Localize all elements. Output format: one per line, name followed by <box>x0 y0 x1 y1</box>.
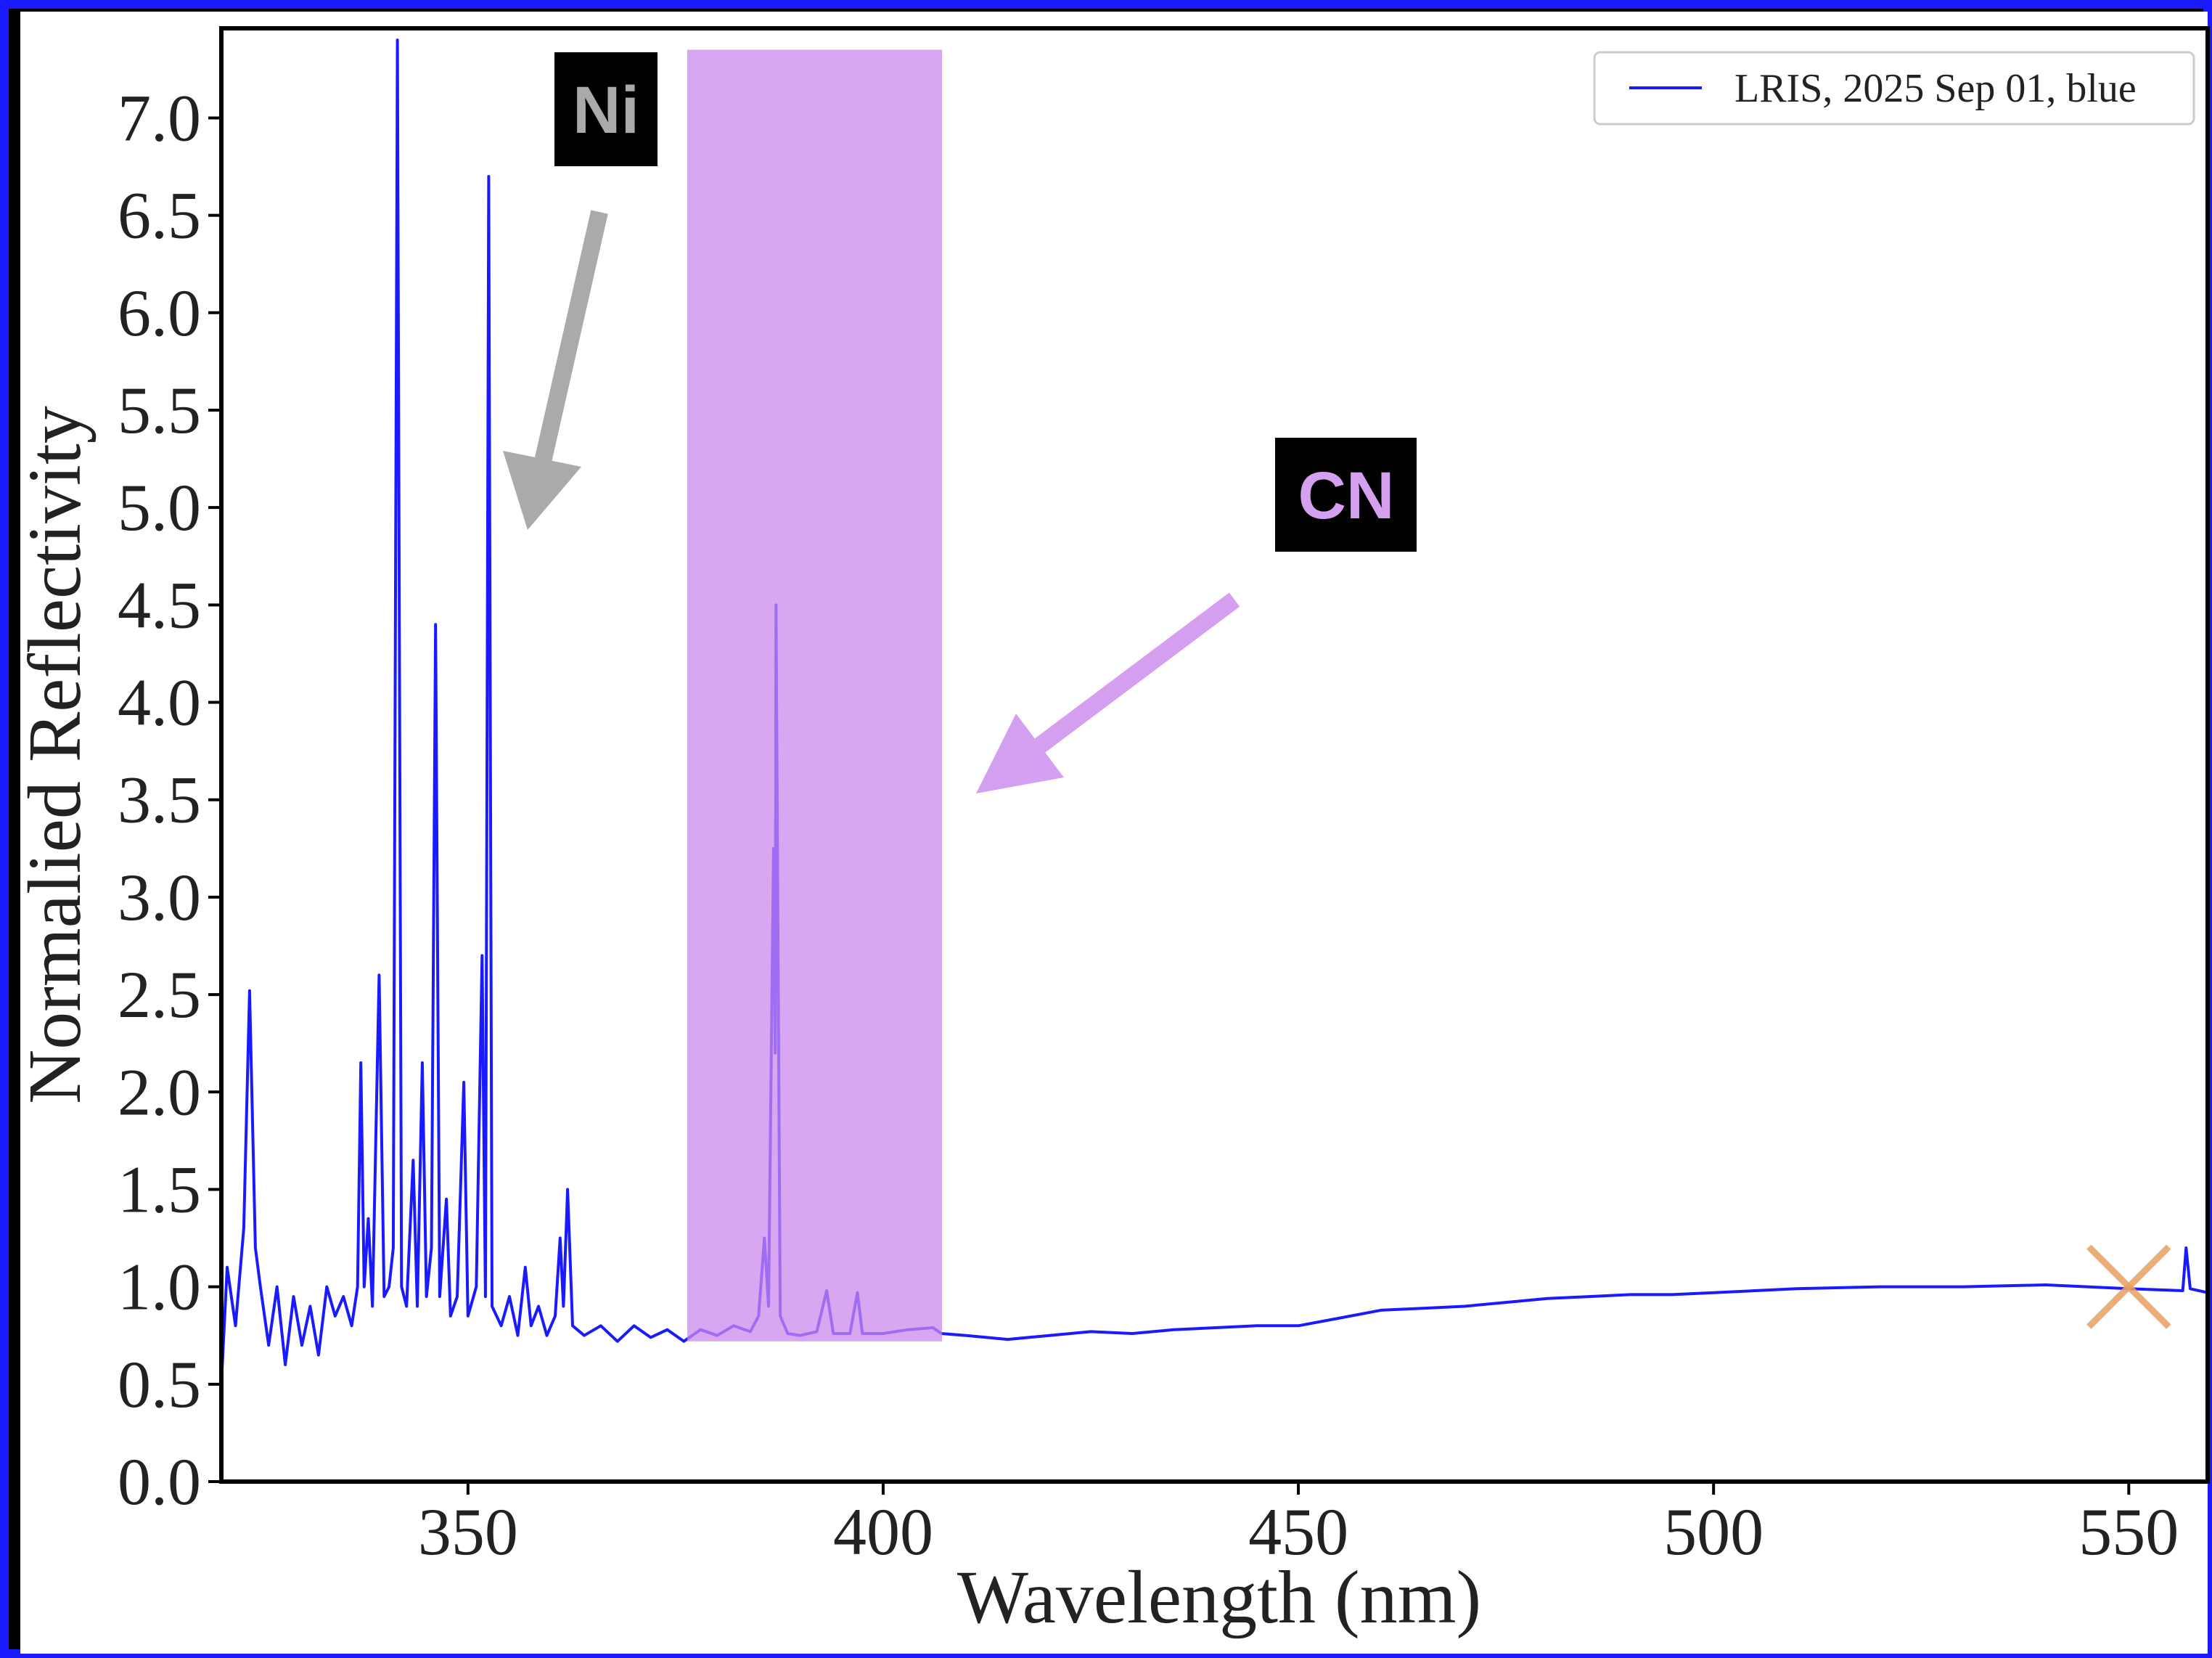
data-line <box>220 38 2208 1384</box>
label-box <box>1275 438 1417 552</box>
x-tick-label: 500 <box>1663 1495 1764 1569</box>
annotation: CN <box>1298 459 1395 533</box>
plot: 0.0 0.5 1.0 1.5 2.0 2.5 3.0 3.5 4.0 4.5 5.0 5.5 6.0 6… <box>118 26 2210 1569</box>
arrow-head <box>976 714 1064 793</box>
y-tick-label: 5.5 <box>118 373 201 447</box>
x-tick-label: 450 <box>1248 1495 1348 1569</box>
y-tick-label: 4.0 <box>118 666 201 740</box>
x-tick-label: 350 <box>418 1495 518 1569</box>
highlight-span <box>687 49 943 1341</box>
y-tick-label: 6.0 <box>118 276 201 350</box>
y-axis-label: Normalied Reflectivity <box>13 406 97 1104</box>
x-axis-label: Wavelength (nm) <box>957 1556 1481 1639</box>
arrow <box>533 210 608 467</box>
arrow <box>1034 592 1240 753</box>
y-tick-label: 3.5 <box>118 763 201 837</box>
y-tick-label: 3.0 <box>118 860 201 934</box>
canvas <box>20 12 2208 1654</box>
y-tick-label: 5.0 <box>118 470 201 544</box>
legend-label: LRIS, 2025 Sep 01, blue <box>1734 66 2137 111</box>
x-tick-label: 400 <box>833 1495 933 1569</box>
arrow-head <box>503 451 581 530</box>
legend-box <box>1593 51 2195 126</box>
marker <box>2086 1244 2171 1329</box>
y-tick-label: 2.5 <box>118 957 201 1032</box>
y-tick-label: 6.5 <box>118 179 201 253</box>
axes-frame <box>219 26 2210 1484</box>
y-tick-label: 4.5 <box>118 568 201 642</box>
x-tick-label: 550 <box>2078 1495 2179 1569</box>
y-tick-label: 0.0 <box>118 1445 201 1519</box>
y-tick-label: 2.0 <box>118 1055 201 1129</box>
y-tick-label: 7.0 <box>118 81 201 155</box>
annotation: Ni <box>573 73 639 147</box>
label-box <box>554 52 658 166</box>
y-tick-label: 0.5 <box>118 1347 201 1421</box>
y-tick-label: 1.5 <box>118 1152 201 1226</box>
y-tick-label: 1.0 <box>118 1250 201 1324</box>
